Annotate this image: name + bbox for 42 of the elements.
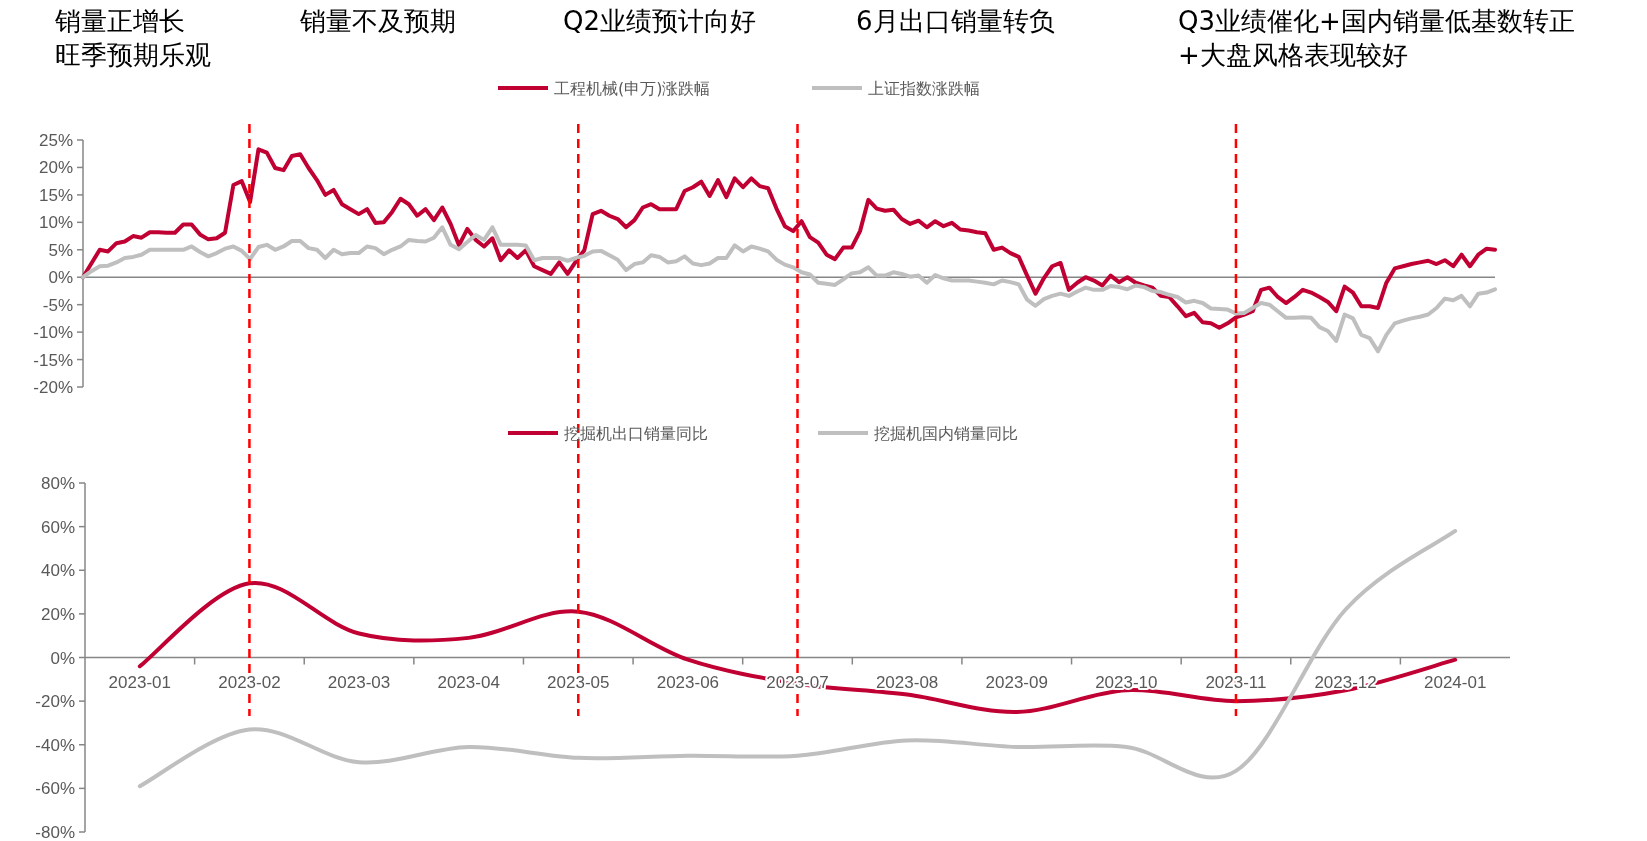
y-tick-label: -20% — [33, 378, 73, 397]
y-tick-label: 10% — [38, 213, 73, 233]
y-tick-label: 20% — [40, 604, 75, 624]
y-tick-label: -5% — [42, 295, 73, 315]
x-tick-label: 2023-03 — [327, 672, 391, 692]
y-tick-label: 0% — [48, 268, 73, 288]
legend-label: 工程机械(申万)涨跌幅 — [554, 79, 711, 98]
y-tick-label: -20% — [35, 692, 75, 712]
x-tick-label: 2023-10 — [1095, 672, 1158, 692]
legend-label: 挖掘机国内销量同比 — [874, 424, 1018, 443]
x-tick-label: 2023-06 — [656, 672, 720, 692]
text: 销量不及预期 — [299, 6, 456, 36]
y-tick-label: -15% — [33, 350, 73, 370]
text: Q2业绩预计向好 — [563, 6, 757, 36]
y-tick-label: -40% — [35, 735, 75, 755]
x-tick-label: 2023-11 — [1205, 672, 1267, 692]
y-tick-label: 40% — [40, 561, 75, 581]
y-tick-label: -60% — [35, 779, 75, 799]
y-tick-label: 5% — [48, 240, 73, 260]
x-tick-label: 2023-08 — [875, 672, 939, 692]
y-tick-label: -80% — [35, 823, 75, 841]
y-tick-label: 15% — [38, 185, 73, 205]
x-tick-label: 2023-04 — [437, 672, 500, 692]
text: 旺季预期乐观 — [55, 40, 211, 70]
x-tick-label: 2023-01 — [108, 672, 171, 692]
y-tick-label: 20% — [38, 158, 73, 178]
y-tick-label: 0% — [50, 648, 75, 668]
y-tick-label: 60% — [40, 517, 75, 537]
text: +大盘风格表现较好 — [1178, 40, 1408, 70]
text: 销量正增长 — [54, 6, 185, 36]
x-tick-label: 2024-01 — [1424, 672, 1487, 692]
text: Q3业绩催化+国内销量低基数转正 — [1178, 6, 1575, 36]
y-tick-label: 25% — [38, 131, 73, 150]
x-tick-label: 2023-12 — [1314, 672, 1377, 692]
x-tick-label: 2023-09 — [985, 672, 1048, 692]
x-tick-label: 2023-05 — [547, 672, 610, 692]
legend-label: 挖掘机出口销量同比 — [564, 424, 708, 443]
text: 6月出口销量转负 — [856, 6, 1055, 36]
y-tick-label: 80% — [40, 474, 75, 493]
x-tick-label: 2023-02 — [218, 672, 281, 692]
y-tick-label: -10% — [33, 323, 73, 343]
legend-label: 上证指数涨跌幅 — [868, 79, 980, 98]
